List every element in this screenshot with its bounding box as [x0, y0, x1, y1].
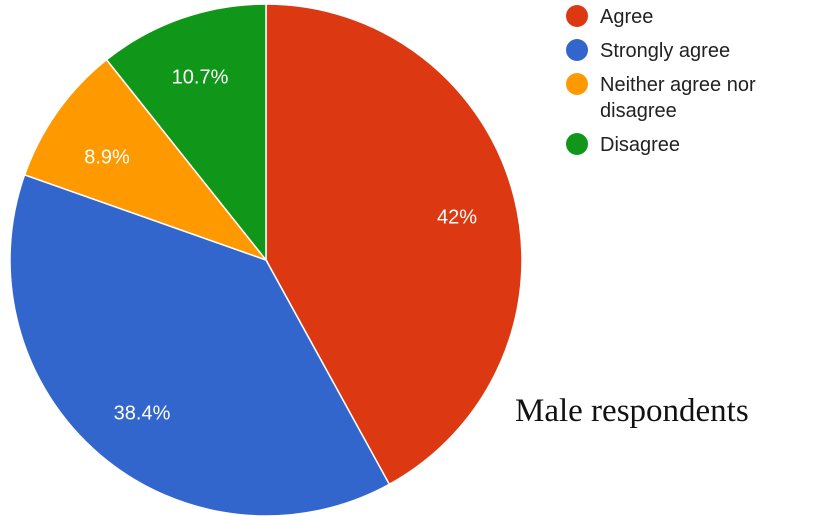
legend-item-strongly-agree: Strongly agree — [566, 38, 810, 64]
pie-slice-agree — [265, 3, 523, 486]
legend-swatch-agree — [566, 5, 588, 27]
legend-item-neither: Neither agree nor disagree — [566, 72, 810, 124]
slice-label-strongly-agree: 38.4% — [114, 402, 171, 424]
legend-item-agree: Agree — [566, 4, 810, 30]
legend-label-strongly-agree: Strongly agree — [600, 40, 731, 62]
pie-slice-strongly-agree — [9, 173, 391, 516]
chart-caption: Male respondents — [515, 393, 749, 429]
slice-label-neither-agree-nor-disagree: 8.9% — [84, 146, 130, 168]
legend-label-neither: Neither agree nor disagree — [600, 74, 756, 122]
legend-swatch-strongly-agree — [566, 39, 588, 61]
slice-label-agree: 42% — [437, 206, 477, 228]
slice-label-disagree: 10.7% — [172, 66, 229, 88]
legend: Agree Strongly agree Neither agree nor d… — [566, 4, 810, 166]
pie-slice-neither-agree-nor-disagree — [23, 58, 269, 262]
legend-item-disagree: Disagree — [566, 132, 810, 158]
legend-swatch-disagree — [566, 133, 588, 155]
legend-label-agree: Agree — [600, 6, 654, 28]
legend-label-disagree: Disagree — [600, 134, 681, 156]
pie-slice-disagree — [105, 3, 267, 263]
legend-swatch-neither — [566, 73, 588, 95]
